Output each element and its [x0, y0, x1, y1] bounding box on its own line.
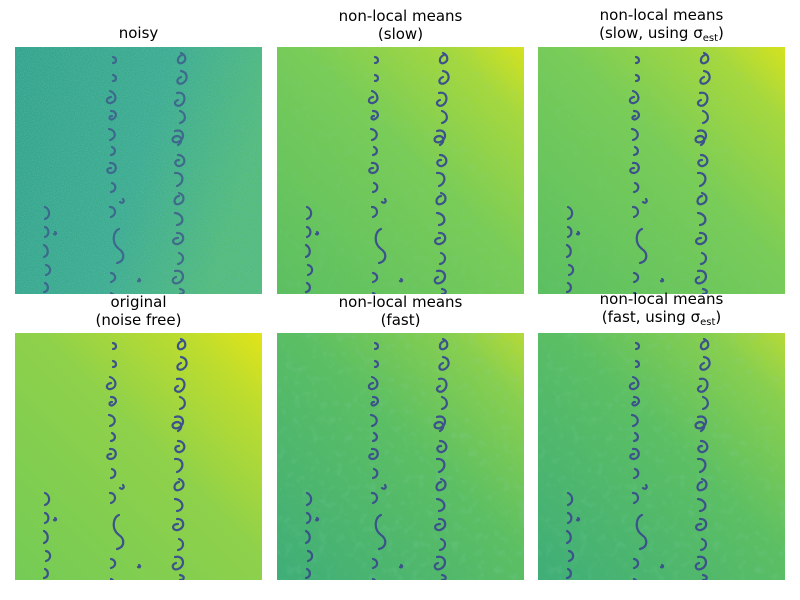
noisy-image: [15, 47, 262, 294]
panel-title-noisy: noisy: [118, 24, 159, 42]
panel-title-nlm-slow-sigma: non-local means (slow, using σest): [599, 6, 724, 44]
nlm-slow-image: [277, 47, 524, 294]
original-image: [15, 333, 262, 580]
nlm-slow-sigma-image: [538, 47, 785, 294]
nlm-fast-sigma-image: [538, 333, 785, 580]
panel-title-nlm-fast: non-local means (fast): [338, 293, 463, 329]
panel-title-nlm-slow: non-local means (slow): [338, 7, 463, 43]
panel-title-nlm-fast-sigma: non-local means (fast, using σest): [599, 290, 724, 328]
nlm-fast-image: [277, 333, 524, 580]
panel-title-original: original (noise free): [95, 293, 182, 329]
